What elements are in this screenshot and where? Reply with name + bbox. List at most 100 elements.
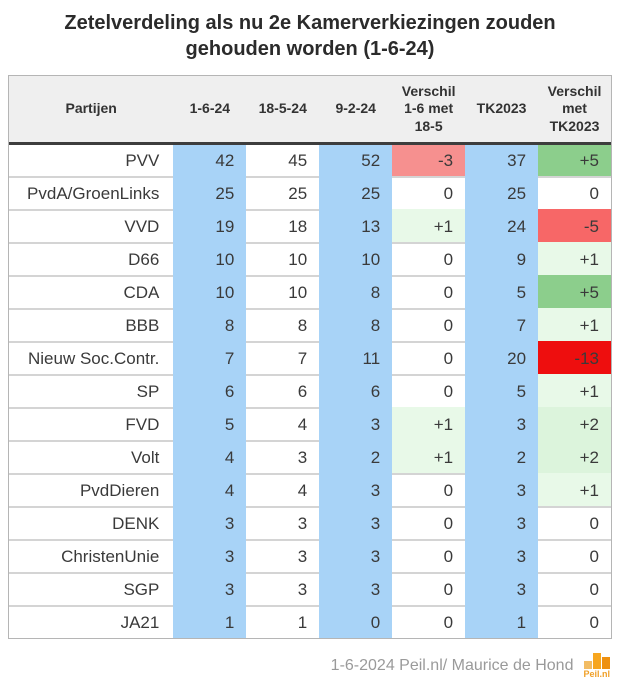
seats-1-6-24: 4 [173,440,247,474]
party-name: D66 [9,242,174,276]
seats-9-2-24: 3 [319,506,393,540]
seats-tk2023: 3 [465,506,539,540]
seats-tk2023: 20 [465,341,539,375]
seats-18-5-24: 18 [246,209,320,243]
table-row: D66 10 10 10 0 9 +1 [9,242,611,276]
party-name: DENK [9,506,174,540]
party-name: CDA [9,275,174,309]
seats-tk2023: 37 [465,145,539,177]
seats-18-5-24: 25 [246,176,320,210]
seats-1-6-24: 42 [173,145,247,177]
seats-1-6-24: 6 [173,374,247,408]
seats-1-6-24: 3 [173,572,247,606]
table-body: PVV 42 45 52 -3 37 +5 PvdA/GroenLinks 25 25 25 0 25 0… [9,145,611,639]
seats-9-2-24: 0 [319,605,393,639]
seats-1-6-24: 8 [173,308,247,342]
party-name: BBB [9,308,174,342]
seats-1-6-24: 10 [173,275,247,309]
seats-9-2-24: 3 [319,539,393,573]
diff-1-6-vs-18-5: 0 [392,605,466,639]
footer: 1-6-2024 Peil.nl/ Maurice de Hond Peil.n… [0,653,610,679]
seats-tk2023: 3 [465,473,539,507]
seats-1-6-24: 1 [173,605,247,639]
diff-vs-tk2023: -13 [538,341,611,375]
seats-tk2023: 3 [465,572,539,606]
diff-vs-tk2023: +1 [538,308,611,342]
party-name: SP [9,374,174,408]
header-1-6-24: 1-6-24 [173,75,247,146]
diff-vs-tk2023: 0 [538,605,611,639]
seats-18-5-24: 4 [246,407,320,441]
seats-18-5-24: 3 [246,440,320,474]
table-row: VVD 19 18 13 +1 24 -5 [9,209,611,243]
seats-18-5-24: 10 [246,242,320,276]
seats-9-2-24: 2 [319,440,393,474]
diff-vs-tk2023: 0 [538,176,611,210]
header-partijen: Partijen [9,75,174,146]
party-name: PvdA/GroenLinks [9,176,174,210]
seats-9-2-24: 10 [319,242,393,276]
party-name: SGP [9,572,174,606]
table-row: PvdA/GroenLinks 25 25 25 0 25 0 [9,176,611,210]
seats-18-5-24: 3 [246,539,320,573]
diff-vs-tk2023: -5 [538,209,611,243]
seats-9-2-24: 8 [319,275,393,309]
table-row: Volt 4 3 2 +1 2 +2 [9,440,611,474]
peil-nl-logo: Peil.nl [583,653,610,679]
seats-1-6-24: 7 [173,341,247,375]
table-row: DENK 3 3 3 0 3 0 [9,506,611,540]
header-18-5-24: 18-5-24 [246,75,320,146]
party-name: PVV [9,145,174,177]
seats-tk2023: 25 [465,176,539,210]
seats-tk2023: 2 [465,440,539,474]
diff-vs-tk2023: +2 [538,407,611,441]
table-header: Partijen 1-6-24 18-5-24 9-2-24 Verschil … [9,75,611,146]
seats-1-6-24: 25 [173,176,247,210]
seats-9-2-24: 8 [319,308,393,342]
seats-9-2-24: 3 [319,572,393,606]
seats-tk2023: 7 [465,308,539,342]
table-row: FVD 5 4 3 +1 3 +2 [9,407,611,441]
seats-9-2-24: 11 [319,341,393,375]
table-row: JA21 1 1 0 0 1 0 [9,605,611,639]
seats-tk2023: 3 [465,407,539,441]
diff-1-6-vs-18-5: 0 [392,572,466,606]
party-name: Nieuw Soc.Contr. [9,341,174,375]
seats-9-2-24: 52 [319,145,393,177]
table-row: ChristenUnie 3 3 3 0 3 0 [9,539,611,573]
diff-1-6-vs-18-5: 0 [392,275,466,309]
seats-1-6-24: 5 [173,407,247,441]
party-name: JA21 [9,605,174,639]
seats-1-6-24: 3 [173,539,247,573]
header-verschil-tk2023: Verschil met TK2023 [538,75,611,146]
diff-1-6-vs-18-5: 0 [392,242,466,276]
seats-18-5-24: 45 [246,145,320,177]
source-attribution: 1-6-2024 Peil.nl/ Maurice de Hond [330,657,574,675]
diff-vs-tk2023: +1 [538,473,611,507]
page-title: Zetelverdeling als nu 2e Kamerverkiezing… [64,12,556,61]
diff-1-6-vs-18-5: 0 [392,506,466,540]
diff-1-6-vs-18-5: 0 [392,176,466,210]
diff-vs-tk2023: 0 [538,506,611,540]
seats-18-5-24: 6 [246,374,320,408]
diff-vs-tk2023: +5 [538,145,611,177]
diff-1-6-vs-18-5: +1 [392,440,466,474]
header-verschil-18-5: Verschil 1-6 met 18-5 [392,75,466,146]
diff-vs-tk2023: +1 [538,374,611,408]
diff-1-6-vs-18-5: 0 [392,341,466,375]
seats-9-2-24: 13 [319,209,393,243]
seats-9-2-24: 6 [319,374,393,408]
diff-1-6-vs-18-5: 0 [392,374,466,408]
header-row: Partijen 1-6-24 18-5-24 9-2-24 Verschil … [9,75,611,146]
table-row: BBB 8 8 8 0 7 +1 [9,308,611,342]
diff-vs-tk2023: +5 [538,275,611,309]
seats-18-5-24: 8 [246,308,320,342]
seats-tk2023: 5 [465,374,539,408]
seats-18-5-24: 3 [246,506,320,540]
party-name: FVD [9,407,174,441]
header-tk2023: TK2023 [465,75,539,146]
table-row: SGP 3 3 3 0 3 0 [9,572,611,606]
diff-vs-tk2023: 0 [538,539,611,573]
table-row: PVV 42 45 52 -3 37 +5 [9,145,611,177]
diff-1-6-vs-18-5: -3 [392,145,466,177]
